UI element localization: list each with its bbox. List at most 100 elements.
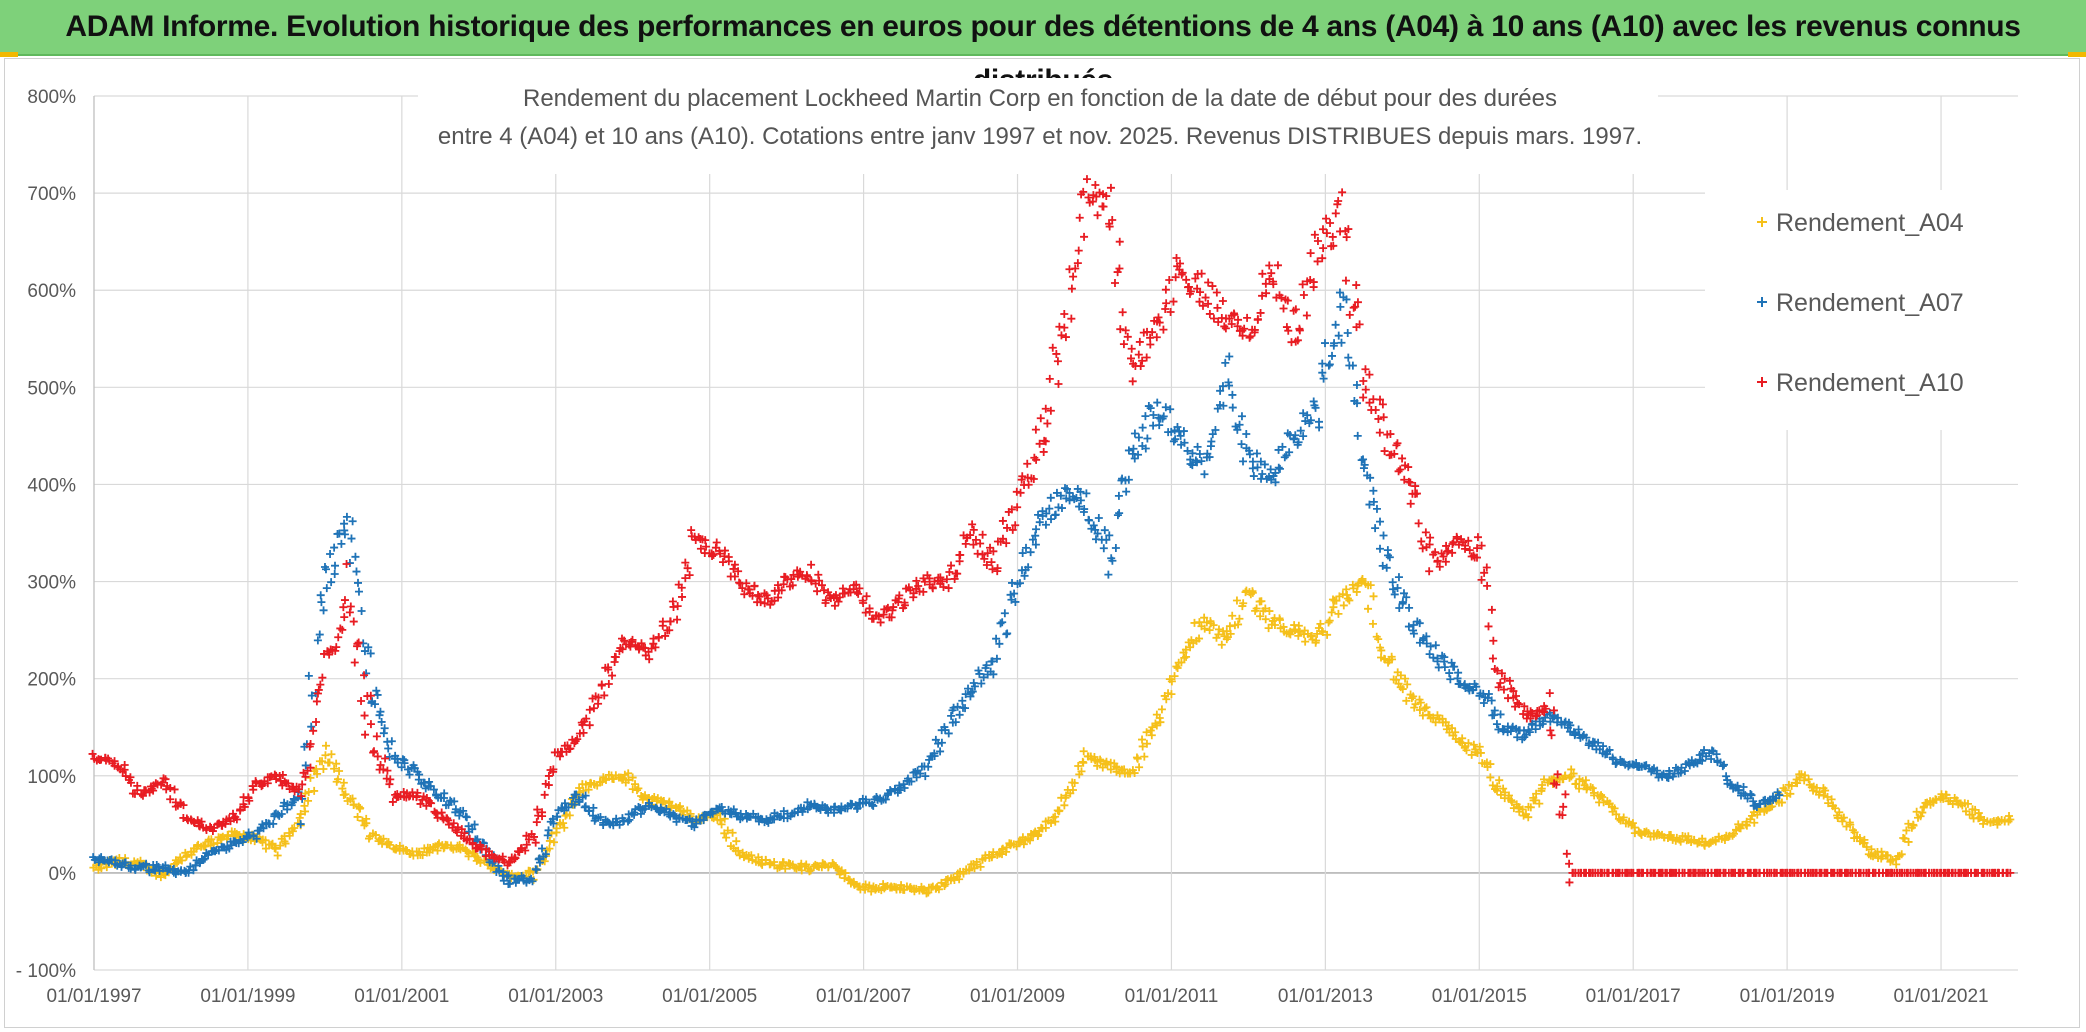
data-point xyxy=(418,851,427,860)
data-point xyxy=(366,720,375,729)
data-point xyxy=(925,574,934,583)
data-point xyxy=(869,801,878,810)
data-point xyxy=(337,539,346,548)
data-point xyxy=(969,540,978,549)
data-point xyxy=(1786,789,1795,798)
data-point xyxy=(1850,828,1859,837)
data-point xyxy=(1172,254,1181,263)
data-point xyxy=(1159,325,1168,334)
data-point xyxy=(1239,457,1248,466)
data-point xyxy=(1487,696,1496,705)
data-point xyxy=(980,554,989,563)
data-point xyxy=(748,856,757,865)
data-point xyxy=(978,550,987,559)
data-point xyxy=(560,823,569,832)
data-point xyxy=(301,772,310,781)
data-point xyxy=(515,848,524,857)
data-point xyxy=(645,655,654,664)
data-point xyxy=(1216,386,1225,395)
data-point xyxy=(1379,531,1388,540)
data-point xyxy=(204,850,213,859)
data-point xyxy=(283,800,292,809)
data-point xyxy=(982,661,991,670)
data-point xyxy=(1433,556,1442,565)
data-point xyxy=(351,552,360,561)
data-point xyxy=(1477,575,1486,584)
x-tick-label: 01/01/1999 xyxy=(200,986,295,1007)
data-point xyxy=(1032,525,1041,534)
data-point xyxy=(339,603,348,612)
data-point xyxy=(307,691,316,700)
data-point xyxy=(357,607,366,616)
data-point xyxy=(580,803,589,812)
data-point xyxy=(269,819,278,828)
data-point xyxy=(1075,502,1084,511)
data-point xyxy=(1089,521,1098,530)
data-point xyxy=(1142,728,1151,737)
data-point xyxy=(1800,771,1809,780)
data-point xyxy=(1388,578,1397,587)
data-point xyxy=(1499,685,1508,694)
data-point xyxy=(654,633,663,642)
data-point xyxy=(1080,232,1089,241)
data-point xyxy=(1379,413,1388,422)
data-point xyxy=(540,790,549,799)
data-point xyxy=(1319,374,1328,383)
y-tick-label: 0% xyxy=(49,864,77,885)
data-point xyxy=(1707,755,1716,764)
data-point xyxy=(1012,842,1021,851)
data-point xyxy=(1582,733,1591,742)
data-point xyxy=(1047,515,1056,524)
data-point xyxy=(1299,432,1308,441)
data-point xyxy=(638,795,647,804)
data-point xyxy=(1041,437,1050,446)
data-point xyxy=(1070,779,1079,788)
data-point xyxy=(1183,446,1192,455)
data-point xyxy=(1532,789,1541,798)
data-point xyxy=(708,809,717,818)
data-point xyxy=(1475,742,1484,751)
data-point xyxy=(1301,637,1310,646)
data-point xyxy=(452,828,461,837)
data-point xyxy=(841,869,850,878)
y-tick-label: - 100% xyxy=(16,961,76,982)
data-point xyxy=(1353,298,1362,307)
data-point xyxy=(1191,274,1200,283)
data-point xyxy=(618,645,627,654)
data-point xyxy=(1425,540,1434,549)
data-point xyxy=(565,811,574,820)
data-point xyxy=(1002,539,1011,548)
data-point xyxy=(677,583,686,592)
data-point xyxy=(346,602,355,611)
data-point xyxy=(333,775,342,784)
data-point xyxy=(599,820,608,829)
data-point xyxy=(1318,628,1327,637)
data-point xyxy=(1685,761,1694,770)
data-point xyxy=(353,639,362,648)
data-point xyxy=(1747,791,1756,800)
data-point xyxy=(1465,546,1474,555)
data-point xyxy=(1003,523,1012,532)
data-point xyxy=(1205,309,1214,318)
data-point xyxy=(819,586,828,595)
data-point xyxy=(1041,823,1050,832)
data-point xyxy=(1355,320,1364,329)
data-point xyxy=(450,797,459,806)
data-point xyxy=(381,754,390,763)
data-point xyxy=(161,775,170,784)
y-tick-label: 800% xyxy=(27,87,76,108)
data-point xyxy=(1426,533,1435,542)
data-point xyxy=(184,868,193,877)
data-point xyxy=(964,684,973,693)
data-point xyxy=(965,866,974,875)
data-point xyxy=(992,634,1001,643)
data-point xyxy=(1700,746,1709,755)
data-point xyxy=(331,561,340,570)
data-point xyxy=(1012,487,1021,496)
data-point xyxy=(1043,419,1052,428)
data-point xyxy=(1051,812,1060,821)
data-point xyxy=(821,599,830,608)
data-point xyxy=(1335,288,1344,297)
data-point xyxy=(1750,818,1759,827)
data-point xyxy=(1479,699,1488,708)
